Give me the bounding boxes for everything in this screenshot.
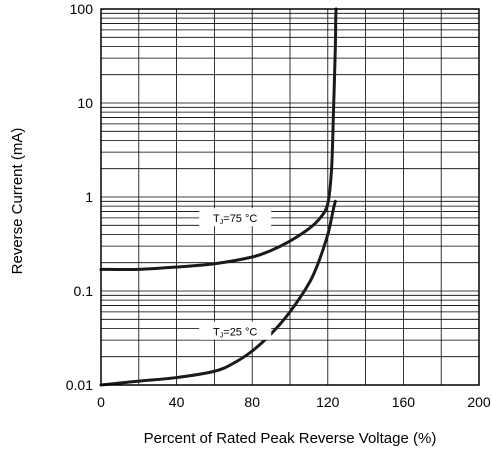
x-tick-label: 40: [169, 394, 185, 410]
y-tick-label: 10: [77, 95, 93, 111]
series-line-2: [99, 199, 337, 387]
grid: [101, 9, 479, 385]
series-label-2: TJ=25 °C: [213, 327, 257, 340]
y-tick-label: 0.1: [74, 283, 94, 299]
x-tick-label: 160: [392, 394, 416, 410]
y-tick-labels: 0.01 0.1 1 10 100: [66, 1, 93, 393]
series-label-background: [199, 208, 272, 227]
x-axis-label: Percent of Rated Peak Reverse Voltage (%…: [144, 430, 437, 447]
x-tick-labels: 0 40 80 120 160 200: [97, 394, 491, 410]
plot-frame: [100, 8, 480, 386]
y-tick-label: 0.01: [66, 377, 93, 393]
x-tick-label: 200: [467, 394, 491, 410]
x-tick-label: 120: [316, 394, 340, 410]
y-tick-label: 100: [70, 1, 94, 17]
y-axis-label: Reverse Current (mA): [9, 128, 26, 275]
curves: [99, 7, 338, 387]
series-label-background: [199, 321, 272, 340]
x-tick-label: 0: [97, 394, 105, 410]
y-tick-label: 1: [85, 189, 93, 205]
series-labels: TJ=75 °C TJ=25 °C: [199, 208, 272, 340]
x-tick-label: 80: [244, 394, 260, 410]
series-label-1: TJ=75 °C: [213, 213, 257, 226]
series-line-1: [99, 7, 338, 272]
